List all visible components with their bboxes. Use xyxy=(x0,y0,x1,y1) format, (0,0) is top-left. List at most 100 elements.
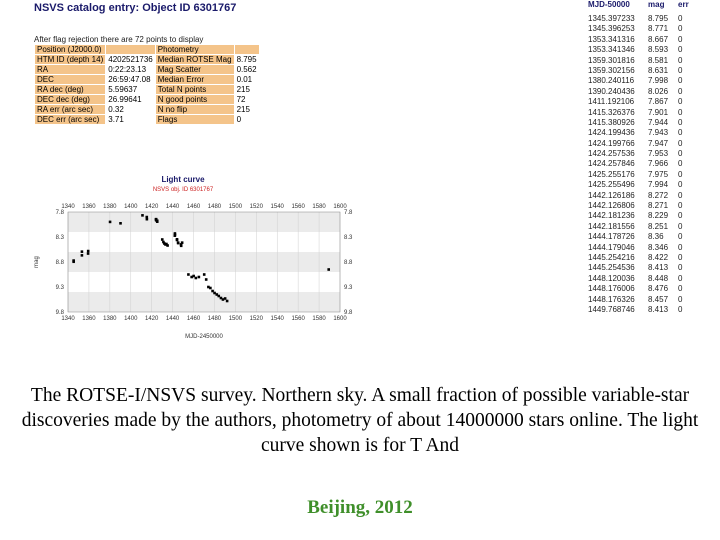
light-curve-chart: Light curve NSVS obj. ID 6301767 1340 136… xyxy=(34,175,353,340)
x-tick-label: 1460 xyxy=(187,316,201,322)
mag-value: 7.998 xyxy=(648,76,669,86)
x-tick-label: 1540 xyxy=(271,316,285,322)
mag-header: mag xyxy=(648,0,665,9)
info-label: RA err (arc sec) xyxy=(35,105,106,114)
data-point xyxy=(190,275,193,279)
data-point xyxy=(217,294,221,298)
mjd-value: 1380.240116 xyxy=(588,76,635,86)
plot-band xyxy=(68,212,340,232)
info-label: RA dec (deg) xyxy=(35,85,106,94)
mag-value: 8.581 xyxy=(648,55,669,65)
mjd-value: 1444.179046 xyxy=(588,242,635,252)
y-tick-label: 9.3 xyxy=(344,285,353,291)
x-tick-label: 1360 xyxy=(82,316,96,322)
mjd-value: 1449.768746 xyxy=(588,304,635,314)
list-item: 1449.768746 8.413 0 xyxy=(588,305,720,315)
err-value: 0 xyxy=(678,284,683,294)
info-value: 0.01 xyxy=(234,75,259,84)
mag-value: 7.943 xyxy=(648,128,669,138)
mag-value: 7.901 xyxy=(648,107,669,117)
mag-value: 8.229 xyxy=(648,211,669,221)
mag-value: 8.36 xyxy=(648,232,664,242)
photometry-header: Photometry xyxy=(155,45,234,54)
data-point xyxy=(197,275,201,279)
data-point xyxy=(80,250,84,253)
mag-value: 8.413 xyxy=(648,304,669,314)
info-label: DEC err (arc sec) xyxy=(35,115,106,124)
err-value: 0 xyxy=(678,294,683,304)
info-row: RA 0:22:23.13 Mag Scatter 0.562 xyxy=(35,65,259,74)
list-item: 1425.255176 7.975 0 xyxy=(588,170,720,180)
data-point xyxy=(162,240,165,244)
mjd-value: 1445.254216 xyxy=(588,252,635,262)
data-point xyxy=(108,220,112,224)
err-value: 0 xyxy=(678,138,683,148)
y-axis-right: 7.8 8.3 8.8 9.3 9.8 xyxy=(344,210,353,316)
info-label: Mag Scatter xyxy=(155,65,234,74)
x-tick-label: 1600 xyxy=(333,204,347,210)
data-point xyxy=(176,241,180,244)
info-label: Median Error xyxy=(155,75,234,84)
info-label: RA xyxy=(35,65,106,74)
mag-value: 8.026 xyxy=(648,86,669,96)
mjd-value: 1424.257536 xyxy=(588,149,635,159)
x-tick-label: 1440 xyxy=(166,316,180,322)
mag-value: 7.994 xyxy=(648,180,669,190)
x-tick-label: 1480 xyxy=(208,316,222,322)
info-label: DEC xyxy=(35,75,106,84)
err-value: 0 xyxy=(678,232,683,242)
mag-value: 8.771 xyxy=(648,24,669,34)
info-label: HTM ID (depth 14) xyxy=(35,55,106,64)
err-value: 0 xyxy=(678,190,683,200)
list-item: 1424.199766 7.947 0 xyxy=(588,139,720,149)
data-point xyxy=(166,244,169,247)
mjd-value: 1359.302156 xyxy=(588,65,635,75)
x-tick-label: 1440 xyxy=(166,204,180,210)
footer-location: Beijing, 2012 xyxy=(307,497,413,518)
list-item: 1345.396253 8.771 0 xyxy=(588,24,720,34)
data-point xyxy=(327,268,331,271)
err-value: 0 xyxy=(678,159,683,169)
list-item: 1424.257846 7.966 0 xyxy=(588,159,720,169)
info-row: RA dec (deg) 5.59637 Total N points 215 xyxy=(35,85,259,94)
info-value: 215 xyxy=(234,105,259,114)
mjd-value: 1442.181236 xyxy=(588,211,635,221)
list-item: 1345.397233 8.795 0 xyxy=(588,14,720,24)
y-tick-label: 9.8 xyxy=(344,310,353,316)
x-tick-label: 1400 xyxy=(124,316,138,322)
err-value: 0 xyxy=(678,211,683,221)
data-point xyxy=(86,252,90,255)
plot-band xyxy=(68,252,340,272)
info-value: 3.71 xyxy=(106,115,155,124)
mjd-header: MJD-50000 xyxy=(588,0,630,9)
data-point xyxy=(215,293,219,296)
mjd-value: 1445.254536 xyxy=(588,263,635,273)
y-axis-label: mag xyxy=(34,256,40,268)
data-point xyxy=(80,254,84,257)
data-point xyxy=(187,273,190,276)
data-point xyxy=(179,243,183,247)
x-tick-label: 1600 xyxy=(333,316,347,322)
data-point xyxy=(86,249,90,253)
y-tick-label: 9.3 xyxy=(56,285,65,291)
mag-value: 8.271 xyxy=(648,201,669,211)
mag-value: 7.944 xyxy=(648,117,669,127)
mjd-value: 1353.341346 xyxy=(588,45,635,55)
mjd-value: 1425.255176 xyxy=(588,169,635,179)
data-point xyxy=(223,297,227,300)
data-point xyxy=(173,233,177,236)
mag-value: 8.593 xyxy=(648,45,669,55)
info-value: 4202521736 xyxy=(106,55,155,64)
mjd-value: 1345.397233 xyxy=(588,14,635,23)
y-tick-label: 8.8 xyxy=(344,260,353,266)
x-tick-label: 1480 xyxy=(208,204,222,210)
data-point xyxy=(192,274,195,278)
mjd-value: 1424.257846 xyxy=(588,159,635,169)
list-item: 1424.199436 7.943 0 xyxy=(588,128,720,138)
data-point xyxy=(180,241,184,244)
err-value: 0 xyxy=(678,86,683,96)
err-value: 0 xyxy=(678,45,683,55)
data-point xyxy=(175,238,179,241)
x-tick-label: 1360 xyxy=(82,204,96,210)
caption: The ROTSE-I/NSVS survey. Northern sky. A… xyxy=(21,385,699,456)
